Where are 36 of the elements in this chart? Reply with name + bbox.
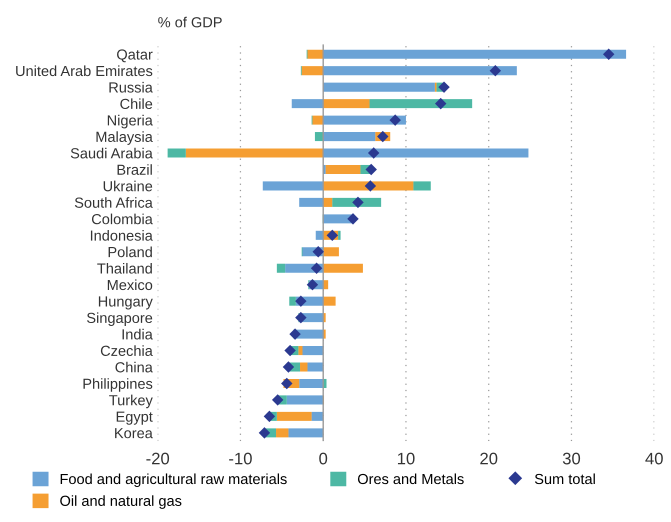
y-tick-label: Turkey <box>109 394 153 408</box>
x-tick-label: -10 <box>229 452 252 464</box>
y-tick-label: Indonesia <box>90 230 153 241</box>
legend-label: Oil and natural gas <box>60 495 182 509</box>
y-tick-label: Korea <box>115 428 153 438</box>
y-tick-label: Chile <box>120 98 152 110</box>
y-tick-label: Saudi Arabia <box>70 148 153 158</box>
y-tick-label: Russia <box>109 82 153 93</box>
y-tick-label: Poland <box>108 246 152 258</box>
x-axis-title: % of GDP <box>158 16 222 28</box>
y-tick-label: United Arab Emirates <box>16 65 152 76</box>
x-tick-label: 0 <box>319 452 328 464</box>
x-tick-label: -20 <box>146 452 170 464</box>
x-tick-label: 10 <box>398 452 415 464</box>
y-tick-label: Malaysia <box>96 131 153 145</box>
legend-label: Sum total <box>534 473 595 484</box>
x-tick-label: 20 <box>480 452 498 464</box>
y-tick-label: Brazil <box>118 164 152 175</box>
y-tick-label: Hungary <box>98 296 153 310</box>
y-tick-label: Thailand <box>97 262 152 274</box>
y-tick-label: Ukraine <box>104 180 152 192</box>
y-tick-label: Mexico <box>108 279 152 290</box>
y-tick-label: Qatar <box>117 49 153 62</box>
y-tick-label: South Africa <box>74 197 153 208</box>
x-tick-label: 40 <box>645 452 663 464</box>
y-tick-label: Colombia <box>92 214 153 224</box>
y-tick-label: India <box>122 328 153 340</box>
y-tick-label: Egypt <box>116 412 153 425</box>
y-tick-label: Nigeria <box>108 114 153 128</box>
y-tick-label: Singapore <box>87 312 152 326</box>
y-tick-label: Philippines <box>83 378 152 392</box>
y-tick-label: Czechia <box>100 345 153 356</box>
y-tick-label: China <box>115 362 153 372</box>
x-tick-label: 30 <box>562 452 580 464</box>
legend-label: Ores and Metals <box>358 473 464 484</box>
legend-label: Food and agricultural raw materials <box>60 473 287 488</box>
